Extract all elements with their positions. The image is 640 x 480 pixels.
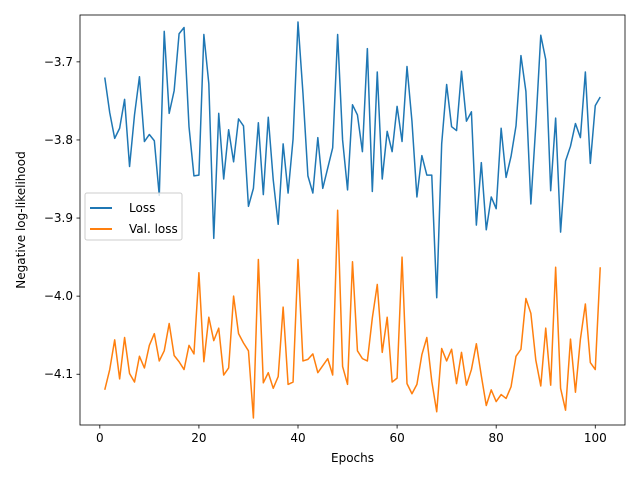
y-axis: −4.1 −4.0 −3.9 −3.8 −3.7 xyxy=(44,55,80,381)
legend: Loss Val. loss xyxy=(84,192,183,241)
x-axis: 0 20 40 60 80 100 xyxy=(96,425,607,445)
y-tick-label: −4.0 xyxy=(44,289,73,303)
legend-label-val-loss: Val. loss xyxy=(129,222,178,236)
y-axis-label: Negative log-likelihood xyxy=(14,151,28,288)
x-tick-label: 80 xyxy=(489,431,504,445)
plot-frame xyxy=(79,14,626,426)
series-line-loss xyxy=(104,21,601,299)
x-tick-label: 40 xyxy=(290,431,305,445)
x-tick-label: 0 xyxy=(96,431,104,445)
x-tick-label: 100 xyxy=(584,431,607,445)
y-tick-label: −3.8 xyxy=(44,133,73,147)
series-line-val-loss xyxy=(104,209,601,419)
series-layer xyxy=(104,21,601,419)
y-tick-label: −4.1 xyxy=(44,367,73,381)
x-axis-label: Epochs xyxy=(331,451,374,465)
y-tick-label: −3.7 xyxy=(44,55,73,69)
y-tick-label: −3.9 xyxy=(44,211,73,225)
x-tick-label: 20 xyxy=(191,431,206,445)
legend-label-loss: Loss xyxy=(129,201,155,215)
x-tick-label: 60 xyxy=(389,431,404,445)
